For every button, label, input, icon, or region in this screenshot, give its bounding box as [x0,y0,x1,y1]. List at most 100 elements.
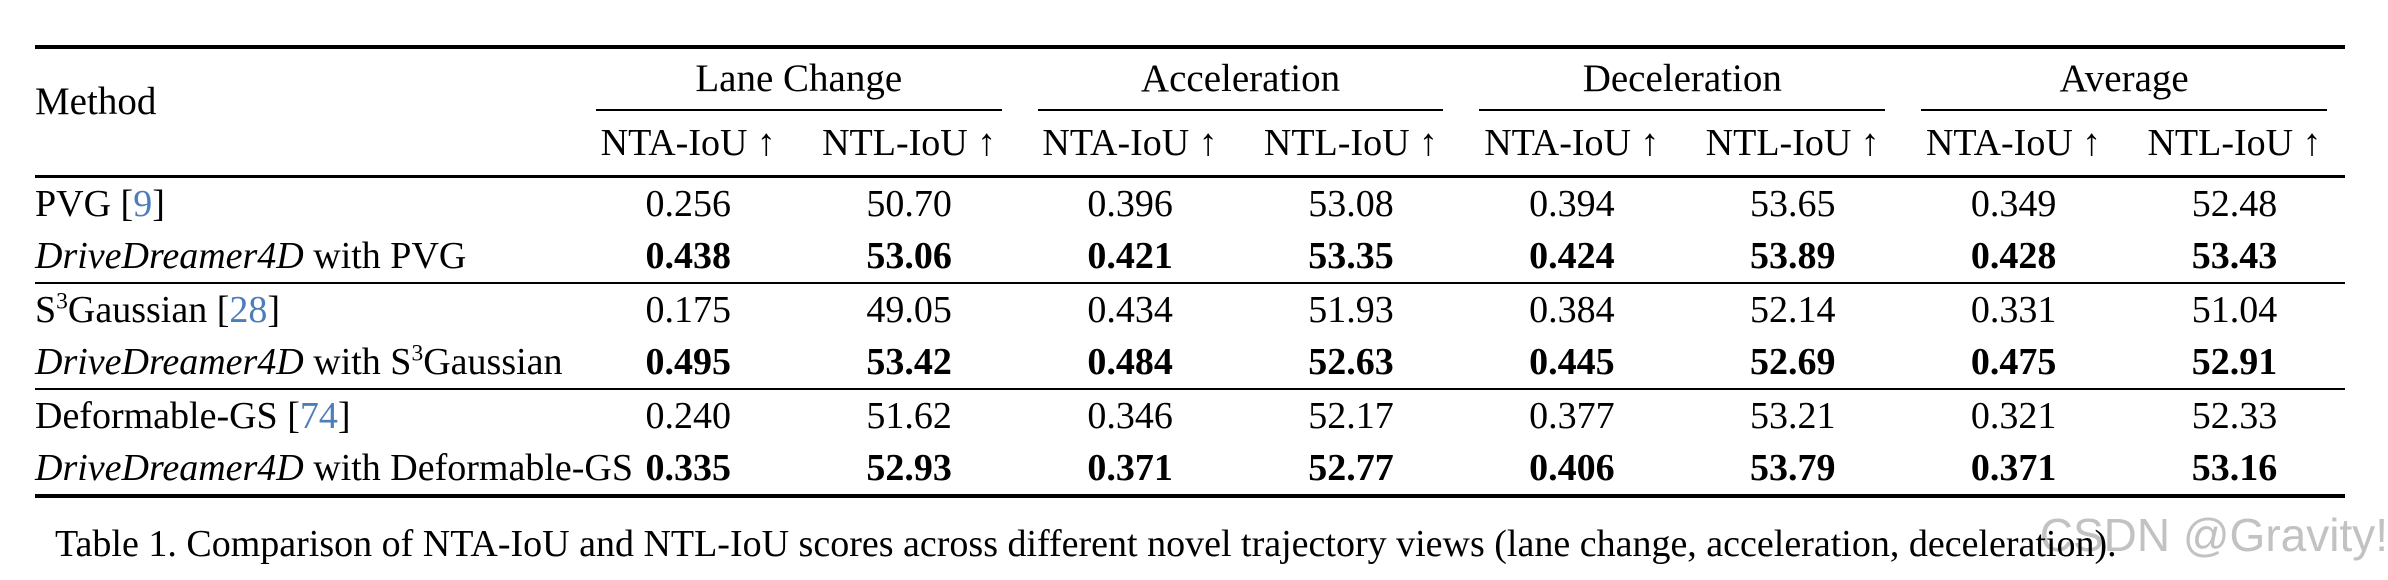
metric-header-nta-iou: NTA-IoU ↑ [577,111,799,178]
value-cell: 52.91 [2191,341,2278,383]
value-cell: 53.06 [866,235,952,277]
citation-link[interactable]: 28 [229,289,268,331]
method-cell: PVG [9] [35,177,578,231]
group-label: Lane Change [695,57,903,100]
method-superscript: 3 [411,340,424,367]
value-cell: 0.445 [1529,341,1615,383]
value-cell: 53.65 [1749,183,1836,225]
group-underline [1037,109,1444,111]
method-cell: DriveDreamer4D with S3Gaussian [35,336,578,389]
method-text: with S [303,341,412,383]
method-cell: S3Gaussian [28] [35,282,578,336]
results-table-body: PVG [9] 0.256 50.70 0.396 53.08 0.394 53.65 0.3… [35,177,2345,497]
value-cell: 52.63 [1308,341,1394,383]
value-cell: 52.77 [1308,447,1394,489]
watermark: CSDN @Gravity! [2039,509,2388,561]
citation-link[interactable]: 9 [133,183,153,225]
table-row: DriveDreamer4D with S3Gaussian 0.495 53.42… [35,336,2345,389]
value-cell: 51.62 [798,388,1020,442]
value-cell: 51.04 [2124,282,2345,336]
value-cell: 0.349 [1970,183,2057,225]
table-row: PVG [9] 0.256 50.70 0.396 53.08 0.394 53.65 0.3… [35,177,2345,231]
value-cell: 52.14 [1682,282,1904,336]
value-cell: 53.16 [2191,447,2278,489]
results-table: Method Lane Change Acceleration Decelera… [35,45,2345,498]
method-text: S [35,289,57,331]
group-header-deceleration: Deceleration [1461,47,1903,111]
group-header-acceleration: Acceleration [1020,47,1462,111]
value-cell: 49.05 [798,282,1020,336]
group-header-lane-change: Lane Change [578,47,1020,111]
table-caption: Table 1. Comparison of NTA-IoU and NTL-I… [55,523,2117,565]
group-underline [595,109,1002,111]
value-cell: 53.42 [866,341,952,383]
value-cell: 0.394 [1529,183,1615,225]
group-underline [1479,109,1886,111]
value-cell: 52.33 [2124,388,2345,442]
value-cell: 52.69 [1749,341,1836,383]
method-text: Gaussian [ [67,289,230,331]
metric-header-ntl-iou: NTL-IoU ↑ [2124,111,2345,178]
method-text: PVG [ [35,183,134,225]
value-cell: 0.421 [1087,235,1173,277]
value-cell: 51.93 [1240,282,1462,336]
value-cell: 0.428 [1970,235,2057,277]
value-cell: 0.438 [645,235,732,277]
method-cell: Deformable-GS [74] [35,388,578,442]
metric-header-ntl-iou: NTL-IoU ↑ [798,111,1020,178]
value-cell: 0.331 [1903,282,2125,336]
value-cell: 0.377 [1461,388,1683,442]
method-text: Deformable-GS [ [35,395,300,437]
metric-header-nta-iou: NTA-IoU ↑ [1019,111,1241,178]
value-cell: 0.406 [1529,447,1615,489]
value-cell: 0.371 [1970,447,2057,489]
value-cell: 0.256 [645,183,732,225]
group-label: Average [2059,57,2189,100]
method-text: Gaussian [423,341,563,383]
method-text: DriveDreamer4D [35,447,304,489]
metric-header-ntl-iou: NTL-IoU ↑ [1682,111,1904,178]
method-text: ] [152,183,165,225]
method-text: with PVG [303,235,467,277]
method-text: ] [337,395,351,437]
table-row: S3Gaussian [28] 0.175 49.05 0.434 51.93 0.384… [35,282,2345,336]
results-table-wrapper: Method Lane Change Acceleration Decelera… [35,45,2345,498]
method-superscript: 3 [56,288,68,315]
method-cell: DriveDreamer4D with Deformable-GS [35,442,633,496]
method-cell: DriveDreamer4D with PVG [35,230,578,283]
metric-header-nta-iou: NTA-IoU ↑ [1461,111,1683,178]
value-cell: 53.08 [1308,183,1394,225]
metric-header-nta-iou: NTA-IoU ↑ [1903,111,2125,178]
citation-link[interactable]: 74 [299,395,338,437]
group-label: Deceleration [1582,57,1782,100]
value-cell: 52.48 [2191,183,2278,225]
value-cell: 50.70 [866,183,952,225]
value-cell: 0.424 [1529,235,1615,277]
group-header-average: Average [1903,47,2345,111]
value-cell: 0.384 [1461,282,1683,336]
value-cell: 0.396 [1087,183,1173,225]
value-cell: 53.79 [1749,447,1836,489]
value-cell: 0.371 [1087,447,1173,489]
value-cell: 0.321 [1903,388,2125,442]
group-label: Acceleration [1140,57,1341,100]
column-header-method: Method [35,47,578,178]
value-cell: 0.335 [645,447,732,489]
table-row: Deformable-GS [74] 0.240 51.62 0.346 52.17 0.… [35,388,2345,442]
value-cell: 52.93 [866,447,952,489]
table-row: DriveDreamer4D with Deformable-GS 0.335 52… [35,442,2345,496]
method-text: with Deformable-GS [303,447,634,489]
group-underline [1921,109,2327,111]
method-text: DriveDreamer4D [35,235,304,277]
value-cell: 0.484 [1087,341,1173,383]
value-cell: 52.17 [1240,388,1462,442]
value-cell: 0.495 [645,341,732,383]
value-cell: 0.475 [1970,341,2057,383]
metric-header-ntl-iou: NTL-IoU ↑ [1240,111,1462,178]
table-row: DriveDreamer4D with PVG 0.438 53.06 0.421 53… [35,230,2345,283]
method-text: DriveDreamer4D [35,341,304,383]
value-cell: 0.175 [577,282,799,336]
value-cell: 53.43 [2191,235,2278,277]
value-cell: 0.346 [1019,388,1241,442]
value-cell: 0.240 [577,388,799,442]
